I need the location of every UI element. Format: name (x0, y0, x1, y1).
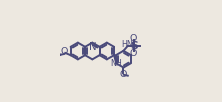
Text: O: O (130, 34, 137, 43)
Text: O: O (60, 47, 68, 56)
Text: NH: NH (110, 59, 121, 68)
Text: N: N (89, 42, 96, 52)
Text: O: O (120, 70, 127, 79)
Text: S: S (130, 41, 138, 51)
Text: O: O (130, 49, 137, 58)
Text: HN: HN (121, 40, 133, 49)
